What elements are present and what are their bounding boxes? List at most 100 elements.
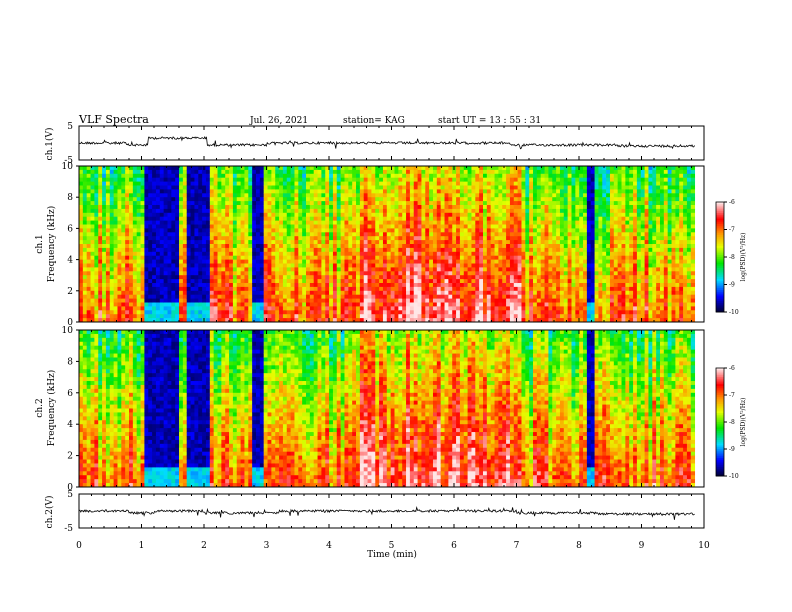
spectrogram-cell [198,232,203,237]
spectrogram-cell [406,173,411,179]
spectrogram-cell [317,314,322,319]
spectrogram-cell [436,310,442,315]
spectrogram-cell [144,318,149,323]
spectrogram-cell [352,177,357,182]
spectrogram-cell [521,173,526,179]
spectrogram-cell [317,216,322,221]
spectrogram-cell [479,290,484,296]
spectrogram-cell [132,286,138,292]
spectrogram-cell [540,302,545,307]
spectrogram-cell [209,216,215,221]
spectrogram-cell [125,212,130,218]
spectrogram-cell [425,232,430,237]
spectrogram-cell [240,314,245,319]
spectrogram-cell [244,310,249,315]
spectrogram-cell [498,236,503,241]
spectrogram-cell [436,275,442,280]
spectrogram-cell [129,208,134,214]
spectrogram-cell [382,275,388,280]
spectrogram-cell [352,286,357,292]
spectrogram-cell [155,244,161,249]
spectrogram-cell [102,216,107,221]
spectrogram-cell [175,251,180,257]
spectrogram-cell [279,251,284,257]
spectrogram-cell [313,232,318,237]
spectrogram-cell [306,185,311,190]
spectrogram-cell [244,185,249,190]
spectrogram-cell [286,189,292,194]
spectrogram-cell [186,298,191,303]
spectrogram-cell [409,302,415,307]
spectrogram-cell [190,283,195,288]
spectrogram-cell [213,314,218,319]
spectrogram-cell [171,306,176,311]
spectrogram-cell [171,224,176,229]
spectrogram-cell [221,166,226,171]
spectrogram-cell [290,271,295,276]
spectrogram-cell [309,240,315,245]
spectrogram-cell [352,302,357,307]
spectrogram-cell [148,318,153,323]
spectrogram-cell [282,173,288,179]
spectrogram-cell [202,275,207,280]
spectrogram-cell [159,166,165,171]
spectrogram-cell [417,251,422,257]
spectrogram-cell [352,220,357,225]
spectrogram-cell [363,166,368,171]
spectrogram-cell [140,263,145,268]
spectrogram-cell [498,185,503,190]
spectrogram-cell [267,185,272,190]
spectrogram-cell [302,166,307,171]
spectrogram-cell [225,310,230,315]
spectrogram-cell [417,286,422,292]
spectrogram-cell [194,271,199,276]
spectrogram-cell [121,193,126,198]
spectrogram-cell [255,259,261,264]
spectrogram-cell [548,169,553,175]
spectrogram-cell [175,294,180,299]
spectrogram-cell [413,212,418,218]
spectrogram-cell [259,267,265,272]
spectrogram-cell [82,255,88,260]
spectrogram-cell [236,228,241,233]
spectrogram-cell [294,228,299,233]
spectrogram-cell [417,197,422,202]
spectrogram-cell [252,244,257,249]
spectrogram-cell [240,275,245,280]
spectrogram-cell [379,197,384,202]
spectrogram-cell [82,185,88,190]
spectrogram-cell [240,263,245,268]
spectrogram-cell [359,259,365,264]
spectrogram-cell [217,283,222,288]
spectrogram-cell [402,169,407,175]
spectrogram-cell [536,294,542,299]
spectrogram-cell [125,314,130,319]
spectrogram-cell [509,224,515,229]
spectrogram-cell [344,236,349,241]
spectrogram-cell [271,318,276,323]
spectrogram-cell [79,185,84,190]
spectrogram-cell [332,173,338,179]
spectrogram-cell [490,263,495,268]
spectrogram-cell [517,247,522,253]
spectrogram-cell [163,267,168,272]
spectrogram-cell [467,173,472,179]
spectrogram-cell [386,212,392,218]
spectrogram-cell [259,318,265,323]
spectrogram-cell [236,224,241,229]
spectrogram-cell [159,197,165,202]
spectrogram-cell [379,244,384,249]
spectrogram-cell [429,271,434,276]
spectrogram-cell [321,208,326,214]
spectrogram-cell [398,193,403,198]
spectrogram-cell [359,205,365,210]
spectrogram-cell [86,283,91,288]
spectrogram-cell [194,189,199,194]
spectrogram-cell [529,290,534,296]
spectrogram-cell [317,220,322,225]
spectrogram-cell [179,255,184,260]
spectrogram-cell [90,177,95,182]
spectrogram-cell [521,232,526,237]
spectrogram-cell [367,224,372,229]
spectrogram-cell [533,251,538,257]
